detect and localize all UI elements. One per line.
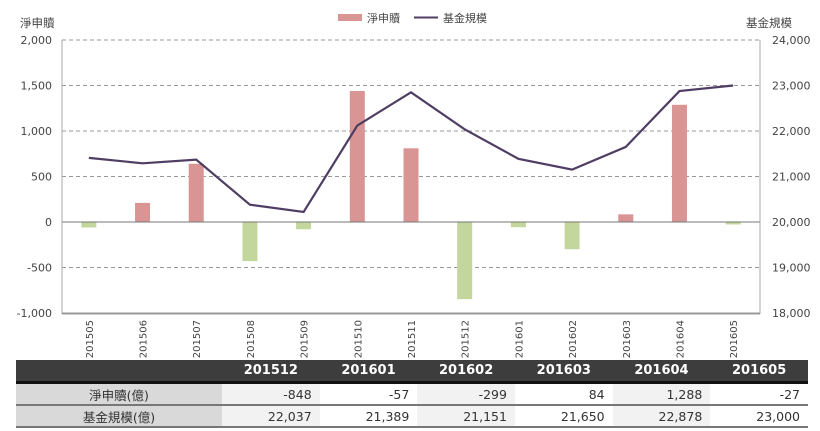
bar [618, 214, 634, 222]
left-tick-label: -1,000 [17, 307, 52, 320]
table-cell: 21,389 [365, 408, 410, 424]
left-tick-label: 2,000 [21, 34, 53, 47]
table-row: 基金規模(億) 22,037 21,389 21,151 21,650 22,8… [16, 405, 808, 427]
x-tick-label: 201506 [139, 320, 150, 358]
x-tick-label: 201505 [85, 320, 96, 358]
bar [510, 222, 526, 228]
right-tick-label: 23,000 [772, 80, 811, 93]
data-table: 201512 201601 201602 201603 201604 20160… [16, 360, 808, 428]
table-cell: -27 [779, 386, 800, 402]
bar [403, 148, 419, 222]
x-tick-label: 201509 [300, 320, 311, 358]
left-tick-label: 0 [45, 216, 52, 229]
table-cell: 23,000 [756, 408, 800, 424]
x-tick-label: 201602 [568, 320, 579, 358]
table-header-cell: 201603 [514, 360, 613, 383]
gridlines [62, 39, 760, 268]
fund-size-line [88, 84, 734, 214]
bar [725, 222, 741, 225]
legend-bar-swatch [338, 14, 362, 21]
table-cell: 84 [588, 386, 605, 402]
bar [457, 222, 473, 300]
table-header-cell [16, 360, 222, 383]
x-tick-label: 201603 [622, 320, 633, 358]
legend-line-label: 基金規模 [443, 11, 487, 25]
legend: 淨申贖 基金規模 [338, 11, 487, 25]
left-tick-label: 1,500 [21, 80, 53, 93]
left-tick-label: 500 [31, 171, 52, 184]
legend-bar-label: 淨申贖 [367, 11, 400, 25]
table-cell: 21,151 [417, 405, 515, 427]
right-axis-title: 基金規模 [746, 16, 792, 30]
table-cell: -848 [222, 382, 320, 405]
right-tick-label: 22,000 [772, 125, 811, 138]
x-tick-label: 201601 [514, 320, 525, 358]
right-tick-label: 18,000 [772, 307, 811, 320]
right-tick-label: 24,000 [772, 34, 811, 47]
left-axis-ticks: 2,000 1,500 1,000 500 0 -500 -1,000 [17, 34, 52, 320]
row-label: 基金規模(億) [16, 405, 222, 427]
x-tick-label: 201508 [246, 320, 257, 358]
table-header-cell: 201604 [612, 360, 711, 383]
x-tick-label: 201512 [461, 320, 472, 358]
table-header-cell: 201602 [417, 360, 515, 383]
table-header-cell: 201601 [319, 360, 418, 383]
net-subscription-bars [81, 90, 741, 300]
right-axis-ticks: 24,000 23,000 22,000 21,000 20,000 19,000 18,0… [772, 34, 811, 320]
x-tick-label: 201605 [729, 320, 740, 358]
x-tick-label: 201511 [407, 320, 418, 358]
bar [135, 202, 151, 222]
table-cell: 21,650 [560, 408, 605, 424]
table-row: 淨申贖(億) -848 -57 -299 84 1,288 -27 [16, 382, 808, 405]
left-tick-label: -500 [27, 262, 52, 275]
x-tick-label: 201510 [353, 320, 364, 358]
table-cell: 1,288 [612, 382, 711, 405]
bar [349, 90, 365, 223]
x-tick-label: 201604 [675, 320, 686, 358]
bar [81, 222, 97, 228]
bar [671, 104, 687, 222]
table-cell: 22,878 [612, 405, 711, 427]
right-tick-label: 21,000 [772, 171, 811, 184]
combo-chart: 2,000 1,500 1,000 500 0 -500 -1,000 24,000 23,0… [17, 11, 811, 358]
bar [188, 163, 204, 222]
x-tick-label: 201507 [192, 320, 203, 358]
right-tick-label: 20,000 [772, 216, 811, 229]
x-axis-ticks: 201505 201506 201507 201508 201509 201510 2015… [85, 320, 740, 358]
table-cell: 22,037 [222, 405, 320, 427]
table-header-row: 201512 201601 201602 201603 201604 20160… [16, 360, 808, 383]
left-axis-title: 淨申贖 [20, 16, 55, 30]
table-cell: -299 [417, 382, 515, 405]
table-cell: -57 [388, 386, 410, 402]
row-label: 淨申贖(億) [16, 382, 222, 405]
left-tick-label: 1,000 [21, 125, 53, 138]
table-header-cell: 201605 [710, 360, 808, 383]
bar [242, 222, 258, 262]
table-header-cell: 201512 [222, 360, 320, 383]
bar [296, 222, 312, 230]
right-tick-label: 19,000 [772, 262, 811, 275]
bar [564, 222, 580, 250]
